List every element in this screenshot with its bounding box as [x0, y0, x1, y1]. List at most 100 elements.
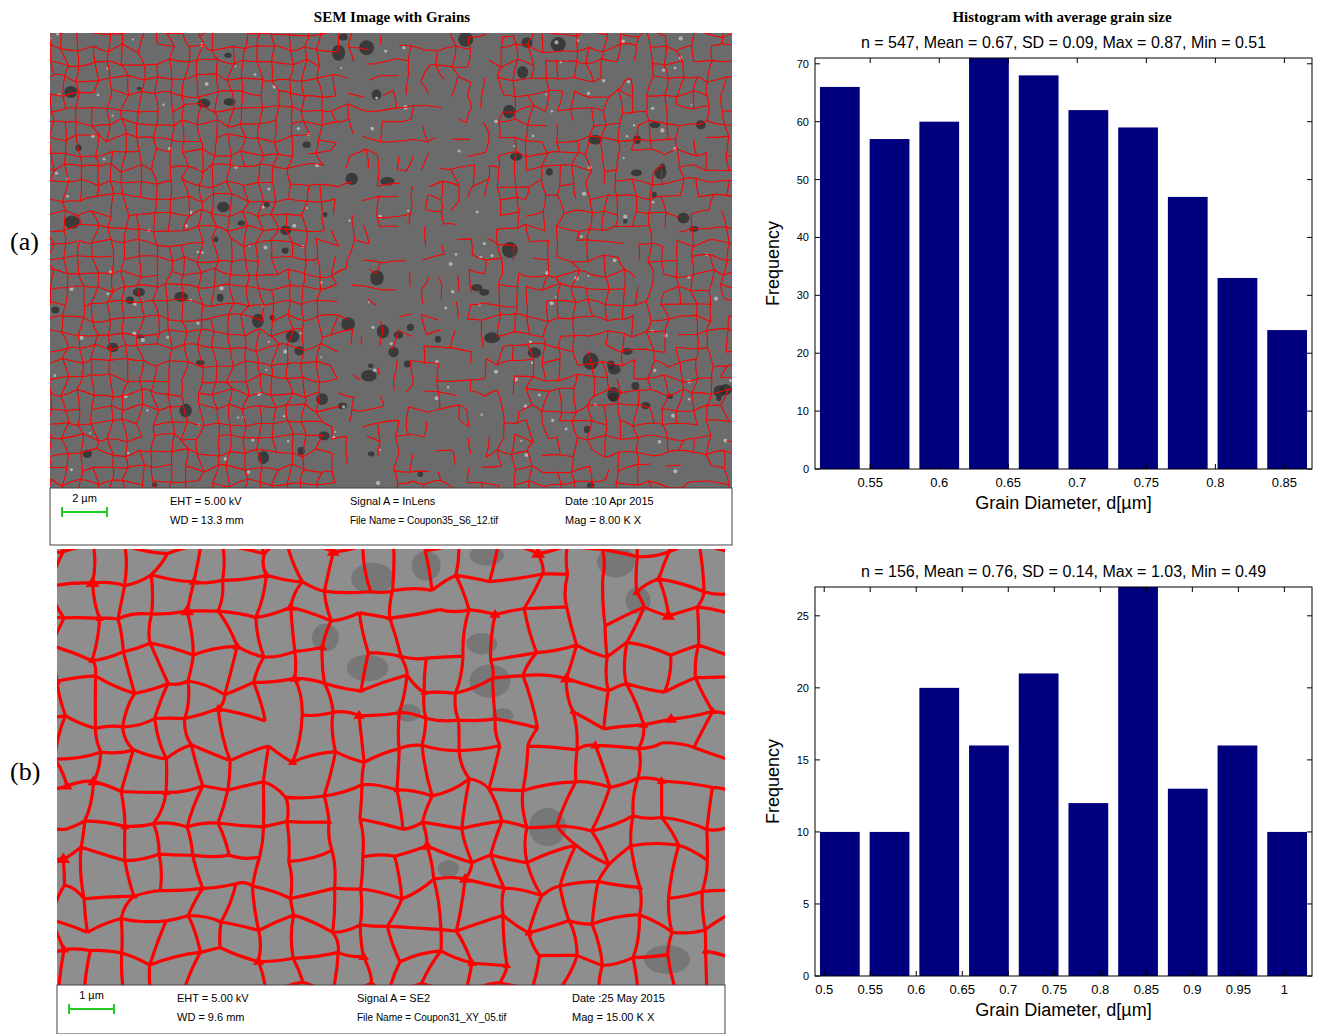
y-tick-label: 0: [803, 463, 809, 475]
sem-spot: [224, 53, 231, 58]
y-tick-label: 20: [797, 347, 809, 359]
y-tick: [815, 831, 1312, 832]
x-tick: [1215, 58, 1216, 469]
boundary-junction: [420, 689, 428, 695]
sem-speck: [103, 158, 106, 161]
y-tick: [815, 976, 1312, 977]
x-axis-title: Grain Diameter, d[µm]: [975, 1000, 1151, 1020]
boundary-junction: [87, 775, 99, 785]
boundary-junction: [354, 710, 365, 719]
x-tick-label: 0.6: [907, 982, 925, 997]
bar: [1267, 330, 1307, 469]
scale-bar: [69, 1004, 114, 1014]
sem-spot: [388, 347, 398, 358]
sem-spot: [318, 432, 329, 441]
sem-speck: [342, 405, 345, 408]
sem-speck: [451, 290, 455, 294]
boundary-junction: [524, 929, 533, 936]
sem-spot: [372, 89, 382, 100]
sem-speck: [494, 120, 498, 124]
sem-speck: [263, 246, 267, 250]
boundary-junction: [213, 704, 223, 712]
y-tick-label: 40: [797, 231, 809, 243]
sem-spot: [51, 307, 59, 314]
boundary-junction: [120, 822, 129, 829]
sem-spot: [368, 451, 375, 456]
sem-speck: [56, 33, 59, 35]
sem-speck: [626, 135, 628, 137]
x-tick: [1284, 58, 1285, 469]
boundary-junction: [560, 672, 573, 682]
sem-speck: [651, 107, 654, 110]
x-tick-label: 0.8: [1091, 982, 1109, 997]
boundary-junction: [288, 757, 297, 764]
sem-spot: [368, 364, 373, 368]
sem-speck: [106, 292, 109, 295]
figure: SEM Image with GrainsHistogram with aver…: [0, 0, 1322, 1034]
y-tick-label: 70: [797, 58, 809, 70]
y-tick-label: 60: [797, 116, 809, 128]
sem-speck: [613, 258, 617, 262]
y-tick: [815, 237, 1312, 238]
sem-speck: [652, 201, 655, 204]
boundary-junction: [632, 588, 640, 595]
panel-label: (a): [10, 227, 39, 256]
bar: [1168, 789, 1208, 976]
bar: [919, 122, 959, 469]
sem-speck: [435, 396, 439, 400]
boundary-junction: [180, 604, 194, 615]
sem-spot: [341, 317, 355, 330]
x-tick: [1284, 587, 1285, 976]
scale-bar-label: 2 µm: [72, 492, 97, 504]
boundary-junction: [59, 945, 69, 953]
boundary-junction: [489, 609, 500, 618]
x-tick: [1146, 58, 1147, 469]
sem-speck: [550, 110, 553, 113]
sem-speck: [348, 219, 351, 222]
x-tick: [1146, 587, 1147, 976]
y-tick-label: 10: [797, 826, 809, 838]
y-tick-label: 20: [797, 682, 809, 694]
boundary-junction: [695, 642, 702, 647]
boundary-junction: [253, 956, 264, 965]
sem-speck: [555, 296, 557, 298]
bar: [1019, 75, 1059, 469]
sem-spot: [217, 294, 224, 302]
sem-spot: [407, 324, 414, 331]
boundary-junction: [531, 549, 545, 558]
x-tick-label: 0.9: [1183, 982, 1201, 997]
y-tick: [815, 469, 1312, 470]
sem-speck: [550, 301, 554, 305]
sem-speck: [476, 210, 479, 213]
sem-spot: [351, 563, 394, 594]
sem-speck: [490, 254, 493, 257]
info-text: WD = 9.6 mm: [177, 1011, 245, 1023]
sem-speck: [237, 416, 239, 418]
sem-speck: [234, 65, 236, 67]
y-tick: [815, 411, 1312, 412]
sem-spot: [264, 202, 270, 207]
sem-spot: [587, 483, 594, 488]
sem-speck: [653, 369, 656, 372]
sem-spot: [303, 141, 311, 148]
sem-speck: [254, 73, 257, 76]
boundary-junction: [162, 788, 170, 795]
boundary-junction: [287, 603, 295, 609]
info-text: Mag = 15.00 K X: [572, 1011, 655, 1023]
x-tick: [1100, 587, 1101, 976]
scale-bar-label: 1 µm: [79, 989, 104, 1001]
boundary-junction: [421, 840, 434, 850]
x-tick-label: 0.5: [815, 982, 833, 997]
info-text: Mag = 8.00 K X: [565, 514, 642, 526]
bar: [1168, 197, 1208, 469]
panel-label: (b): [10, 757, 40, 786]
sem-spot: [479, 289, 489, 296]
grain-boundaries: [57, 549, 725, 985]
bar: [1068, 110, 1108, 469]
sem-image: [57, 549, 725, 985]
sem-speck: [481, 414, 483, 416]
sem-speck: [673, 469, 677, 473]
sem-speck: [532, 135, 535, 138]
y-tick-label: 15: [797, 754, 809, 766]
sem-spot: [623, 219, 627, 224]
